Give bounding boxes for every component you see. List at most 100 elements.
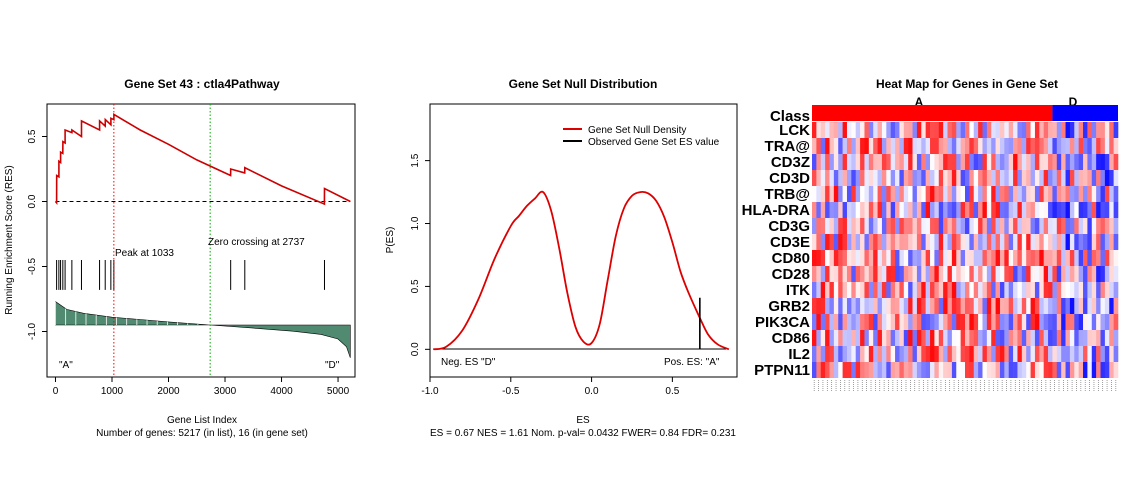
null-density-path: [433, 190, 730, 351]
heatmap-cell: [886, 154, 891, 170]
heatmap-cell: [965, 154, 970, 170]
heatmap-cell: [965, 202, 970, 218]
heatmap-cell: [1104, 266, 1110, 282]
heatmap-cell: [943, 154, 948, 170]
heatmap-cell: [812, 122, 817, 138]
heatmap-cell: [1074, 170, 1079, 186]
heatmap-cell: [1021, 202, 1027, 218]
heatmap-cell: [982, 170, 988, 186]
heatmap-cell: [1052, 266, 1058, 282]
heatmap-cell: [886, 250, 891, 266]
heatmap-cell: [846, 282, 852, 298]
heatmap-cell: [921, 282, 926, 298]
heatmap-cell: [1087, 314, 1093, 330]
heatmap-cell: [886, 266, 891, 282]
heatmap-cell: [1021, 218, 1027, 234]
heatmap-cell: [864, 202, 870, 218]
heatmap-cell: [1109, 122, 1114, 138]
heatmap-cell: [1113, 298, 1119, 314]
heatmap-cell: [868, 122, 874, 138]
heatmap-cell: [1008, 250, 1014, 266]
heatmap-cell: [916, 218, 922, 234]
heatmap-cell: [864, 138, 870, 154]
heatmap-cell: [1100, 154, 1106, 170]
heatmap-cell: [890, 138, 896, 154]
heatmap-cell: [864, 122, 870, 138]
heatmap-cell: [1013, 282, 1018, 298]
heatmap-cell: [921, 186, 926, 202]
heatmap-cell: [916, 314, 922, 330]
heatmap-cell: [877, 234, 883, 250]
heatmap-cell: [956, 266, 961, 282]
heatmap-cell: [855, 234, 861, 250]
heatmap-cell: [956, 250, 961, 266]
class-row-label: Class: [770, 108, 810, 125]
heatmap-cell: [947, 234, 953, 250]
heatmap-cell: [1078, 282, 1084, 298]
heatmap-cell: [1043, 138, 1049, 154]
heatmap-cell: [973, 314, 979, 330]
heatmap-cell: [846, 218, 852, 234]
heatmap-cell: [851, 202, 857, 218]
heatmap-cell: [860, 186, 865, 202]
heatmap-cell: [1078, 170, 1084, 186]
heatmap-cell: [903, 234, 909, 250]
heatmap-cell: [999, 122, 1005, 138]
heatmap-cell: [960, 154, 966, 170]
heatmap-cell: [890, 330, 896, 346]
heatmap-cell: [938, 346, 944, 362]
heatmap-cell: [1083, 122, 1088, 138]
heatmap-cell: [973, 218, 979, 234]
heatmap-cell: [1074, 362, 1079, 378]
heatmap-cell: [820, 138, 826, 154]
heatmap-cell: [1113, 362, 1119, 378]
heatmap-cell: [1039, 266, 1044, 282]
heatmap-cell: [908, 218, 913, 234]
heatmap-cell: [903, 346, 909, 362]
heatmap-cell: [1026, 250, 1031, 266]
heatmap-cell: [820, 234, 826, 250]
gene-label: CD86: [772, 330, 810, 347]
heatmap-cell: [951, 346, 957, 362]
heatmap-cell: [1008, 202, 1014, 218]
heatmap-cell: [991, 154, 996, 170]
ranked-metric-fill: [55, 301, 351, 358]
heatmap-cell: [956, 186, 961, 202]
heatmap-cell: [890, 282, 896, 298]
heatmap-cell: [851, 234, 857, 250]
heatmap-cell: [960, 282, 966, 298]
heatmap-cell: [1008, 138, 1014, 154]
heatmap-cell: [812, 362, 817, 378]
heatmap-cell: [851, 122, 857, 138]
heatmap-cell: [1026, 154, 1031, 170]
heatmap-cell: [1048, 314, 1053, 330]
heatmap-cell: [812, 346, 817, 362]
heatmap-cell: [1087, 346, 1093, 362]
heatmap-cell: [1039, 362, 1044, 378]
heatmap-cell: [833, 218, 839, 234]
heatmap-cell: [1061, 138, 1066, 154]
heatmap-cell: [1004, 362, 1010, 378]
heatmap-cell: [947, 250, 953, 266]
heatmap-cell: [925, 266, 931, 282]
heatmap-cell: [820, 122, 826, 138]
heatmap-cell: [1004, 282, 1010, 298]
heatmap-cell: [995, 234, 1001, 250]
heatmap-cell: [860, 250, 865, 266]
heatmap-cell: [873, 250, 878, 266]
heatmap-cell: [908, 234, 913, 250]
heatmap-cell: [1013, 314, 1018, 330]
gene-label: CD28: [772, 266, 810, 283]
heatmap-cell: [881, 186, 887, 202]
heatmap-cell: [877, 314, 883, 330]
heatmap-cell: [995, 282, 1001, 298]
heatmap-cell: [1087, 282, 1093, 298]
heatmap-cell: [916, 170, 922, 186]
heatmap-cell: [1061, 330, 1066, 346]
heatmap-cell: [1008, 186, 1014, 202]
enrichment-y-label: Running Enrichment Score (RES): [4, 165, 15, 315]
heatmap-cell: [908, 122, 913, 138]
heatmap-cell: [947, 314, 953, 330]
heatmap-cell: [934, 346, 940, 362]
heatmap-cell: [873, 346, 878, 362]
